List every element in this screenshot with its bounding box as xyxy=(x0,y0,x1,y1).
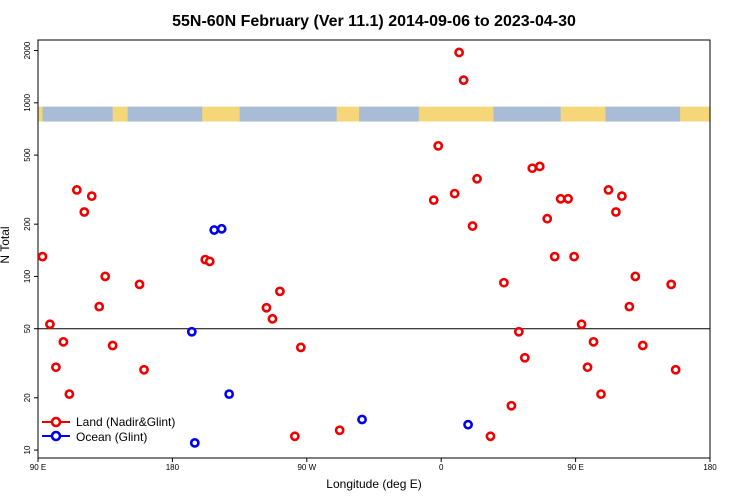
map-ocean-block xyxy=(493,106,561,122)
ocean-point xyxy=(463,419,473,430)
land-point xyxy=(549,251,560,262)
land-point xyxy=(506,400,517,411)
land-point xyxy=(58,336,69,347)
land-point xyxy=(79,207,90,217)
land-point xyxy=(45,319,55,330)
land-point xyxy=(289,431,300,442)
land-point xyxy=(596,389,606,400)
land-point xyxy=(433,140,444,151)
land-point xyxy=(94,301,105,312)
land-point xyxy=(458,75,469,86)
y-tick-label: 50 xyxy=(23,324,32,333)
map-ocean-block xyxy=(605,106,681,122)
land-point xyxy=(624,301,635,312)
land-point xyxy=(588,336,599,347)
chart-title: 55N-60N February (Ver 11.1) 2014-09-06 t… xyxy=(172,13,576,30)
x-tick-label: 90 E xyxy=(567,463,583,472)
y-tick-label: 20 xyxy=(23,393,32,402)
legend-ocean-marker xyxy=(50,430,62,442)
land-point xyxy=(472,173,482,184)
land-point xyxy=(611,207,621,217)
y-tick-label: 10 xyxy=(23,445,32,454)
land-point xyxy=(134,279,145,290)
land-point xyxy=(107,340,118,351)
land-point xyxy=(485,431,496,442)
land-point xyxy=(38,251,48,262)
land-point xyxy=(139,364,149,375)
x-axis: 90 E 180 90 W 0 90 E 180 xyxy=(30,458,717,472)
x-axis-label: Longitude (deg E) xyxy=(326,477,421,491)
ocean-point xyxy=(189,437,200,448)
land-point xyxy=(542,213,553,224)
y-tick-label: 2000 xyxy=(23,41,32,59)
land-point xyxy=(64,389,75,400)
land-point xyxy=(603,185,614,195)
ocean-point xyxy=(209,225,220,235)
land-point xyxy=(527,163,538,174)
land-point xyxy=(428,195,439,206)
world-map-strip xyxy=(38,106,710,122)
land-point xyxy=(630,271,641,282)
land-point xyxy=(467,221,478,231)
x-tick-label: 180 xyxy=(166,463,180,472)
y-axis-label: N Total xyxy=(0,226,12,263)
x-tick-label: 180 xyxy=(703,463,717,472)
y-tick-label: 500 xyxy=(23,148,32,162)
land-point xyxy=(666,279,677,290)
ocean-point xyxy=(216,223,227,234)
land-point xyxy=(513,326,524,337)
data-points xyxy=(38,47,681,448)
land-point xyxy=(51,362,61,373)
ocean-point xyxy=(224,389,235,400)
y-tick-label: 1000 xyxy=(23,93,32,111)
land-point xyxy=(261,302,272,313)
land-point xyxy=(569,251,580,262)
land-point xyxy=(449,188,460,199)
land-point xyxy=(71,185,82,195)
legend-ocean-label: Ocean (Glint) xyxy=(76,430,147,444)
x-tick-label: 90 E xyxy=(30,463,46,472)
x-tick-label: 90 W xyxy=(297,463,316,472)
map-ocean-block xyxy=(42,106,113,122)
land-point xyxy=(295,342,306,353)
land-point xyxy=(616,191,627,202)
land-point xyxy=(555,193,566,204)
land-point xyxy=(670,364,681,375)
legend-land-marker xyxy=(50,416,62,428)
land-point xyxy=(519,352,530,363)
land-point xyxy=(637,340,648,351)
y-tick-label: 200 xyxy=(23,217,32,231)
land-point xyxy=(275,286,285,297)
land-point xyxy=(534,161,545,172)
map-ocean-block xyxy=(239,106,337,122)
land-point xyxy=(334,425,345,436)
land-point xyxy=(454,47,465,58)
land-point xyxy=(576,319,587,330)
y-axis: 10 20 50 100 200 500 1000 2000 xyxy=(23,41,38,455)
map-ocean-block xyxy=(359,106,419,122)
land-point xyxy=(563,193,574,204)
legend: Land (Nadir&Glint) Ocean (Glint) xyxy=(42,415,175,444)
x-tick-label: 0 xyxy=(439,463,444,472)
plot-frame xyxy=(37,39,711,459)
land-point xyxy=(86,191,97,202)
ocean-point xyxy=(357,414,367,425)
map-ocean-block xyxy=(127,106,203,122)
land-point xyxy=(204,256,215,267)
ocean-point xyxy=(186,326,197,337)
land-point xyxy=(582,362,593,373)
land-point xyxy=(499,277,509,288)
y-tick-label: 100 xyxy=(23,269,32,283)
land-point xyxy=(267,313,278,324)
land-point xyxy=(100,271,111,282)
legend-land-label: Land (Nadir&Glint) xyxy=(76,415,175,429)
